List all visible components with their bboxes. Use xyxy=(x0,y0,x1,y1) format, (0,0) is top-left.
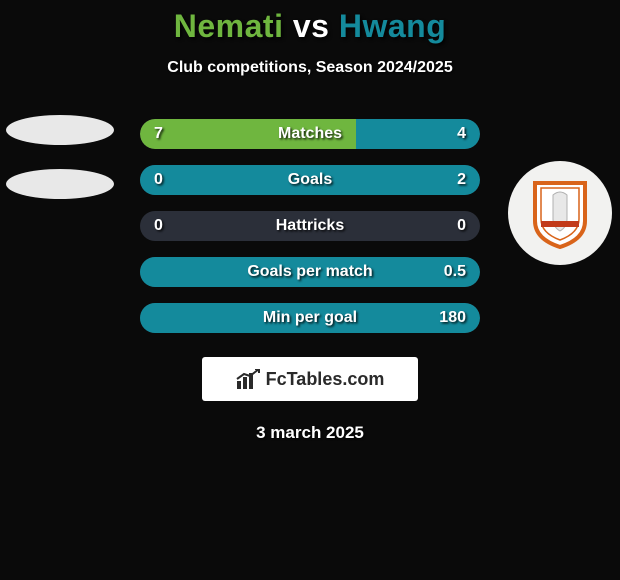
stat-row: Min per goal180 xyxy=(140,303,480,333)
left-club-badge xyxy=(6,115,114,199)
title-left: Nemati xyxy=(174,8,284,44)
stat-label: Goals per match xyxy=(140,257,480,287)
placeholder-ellipse xyxy=(6,115,114,145)
stat-value-right: 2 xyxy=(457,165,466,195)
stat-value-right: 4 xyxy=(457,119,466,149)
subtitle: Club competitions, Season 2024/2025 xyxy=(0,59,620,77)
stat-value-right: 180 xyxy=(439,303,466,333)
brand-box[interactable]: FcTables.com xyxy=(202,357,418,401)
stat-value-right: 0 xyxy=(457,211,466,241)
stat-row: Goals per match0.5 xyxy=(140,257,480,287)
bars-icon xyxy=(236,369,260,389)
stat-rows: 7Matches40Goals20Hattricks0Goals per mat… xyxy=(140,119,480,333)
stat-row: 7Matches4 xyxy=(140,119,480,149)
placeholder-ellipse xyxy=(6,169,114,199)
stat-label: Matches xyxy=(140,119,480,149)
shield-icon xyxy=(531,177,589,249)
stat-label: Goals xyxy=(140,165,480,195)
page-title: Nemati vs Hwang xyxy=(0,8,620,45)
stat-row: 0Goals2 xyxy=(140,165,480,195)
stat-value-right: 0.5 xyxy=(444,257,466,287)
date: 3 march 2025 xyxy=(0,423,620,443)
stat-label: Hattricks xyxy=(140,211,480,241)
stat-label: Min per goal xyxy=(140,303,480,333)
brand-text: FcTables.com xyxy=(266,369,385,390)
stats-area: 7Matches40Goals20Hattricks0Goals per mat… xyxy=(0,119,620,333)
right-club-badge xyxy=(508,161,612,265)
comparison-infographic: Nemati vs Hwang Club competitions, Seaso… xyxy=(0,0,620,580)
stat-row: 0Hattricks0 xyxy=(140,211,480,241)
title-right: Hwang xyxy=(339,8,446,44)
title-vs: vs xyxy=(293,8,330,44)
